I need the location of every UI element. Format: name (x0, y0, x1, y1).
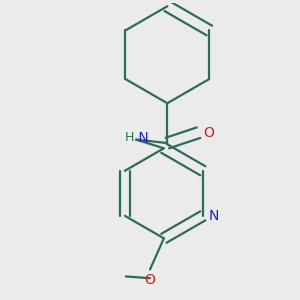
Text: H: H (125, 131, 134, 144)
Text: N: N (134, 131, 149, 145)
Text: O: O (145, 273, 155, 287)
Text: N: N (209, 209, 220, 223)
Text: O: O (204, 126, 214, 140)
